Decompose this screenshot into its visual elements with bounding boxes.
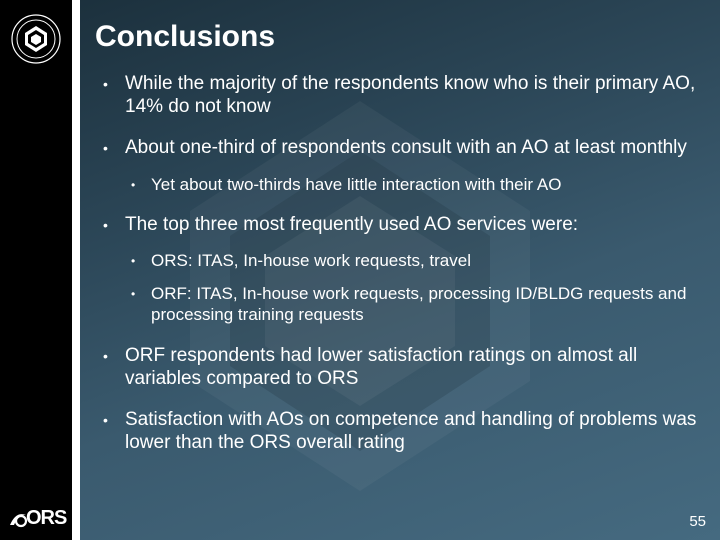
sub-bullet-text: ORF: ITAS, In-house work requests, proce… bbox=[151, 284, 686, 324]
sub-bullet-text: Yet about two-thirds have little interac… bbox=[151, 175, 561, 194]
bullet-text: The top three most frequently used AO se… bbox=[125, 214, 578, 235]
sidebar: ORS bbox=[0, 0, 72, 540]
sidebar-stripe bbox=[72, 0, 80, 540]
sub-bullet-list: ORS: ITAS, In-house work requests, trave… bbox=[125, 250, 700, 326]
bullet-text: Satisfaction with AOs on competence and … bbox=[125, 409, 696, 453]
ors-logo: ORS bbox=[8, 507, 66, 530]
ors-logo-text: ORS bbox=[26, 507, 66, 530]
sub-bullet-list: Yet about two-thirds have little interac… bbox=[125, 174, 700, 195]
bullet-item: While the majority of the respondents kn… bbox=[99, 72, 700, 118]
bullet-text: While the majority of the respondents kn… bbox=[125, 73, 695, 117]
content-area: Conclusions While the majority of the re… bbox=[95, 20, 700, 520]
bullet-text: ORF respondents had lower satisfaction r… bbox=[125, 345, 637, 389]
bullet-item: About one-third of respondents consult w… bbox=[99, 136, 700, 194]
bullet-item: Satisfaction with AOs on competence and … bbox=[99, 408, 700, 454]
bullet-item: The top three most frequently used AO se… bbox=[99, 213, 700, 326]
sub-bullet-item: ORF: ITAS, In-house work requests, proce… bbox=[125, 283, 700, 326]
slide-number: 55 bbox=[689, 513, 706, 530]
slide: ORS Conclusions While the majority of th… bbox=[0, 0, 720, 540]
ors-swoosh-icon bbox=[8, 509, 28, 529]
slide-title: Conclusions bbox=[95, 20, 700, 54]
sub-bullet-item: ORS: ITAS, In-house work requests, trave… bbox=[125, 250, 700, 271]
bullet-item: ORF respondents had lower satisfaction r… bbox=[99, 344, 700, 390]
sub-bullet-text: ORS: ITAS, In-house work requests, trave… bbox=[151, 251, 471, 270]
nih-logo bbox=[11, 14, 61, 64]
bullet-text: About one-third of respondents consult w… bbox=[125, 137, 687, 158]
sub-bullet-item: Yet about two-thirds have little interac… bbox=[125, 174, 700, 195]
bullet-list: While the majority of the respondents kn… bbox=[95, 72, 700, 454]
